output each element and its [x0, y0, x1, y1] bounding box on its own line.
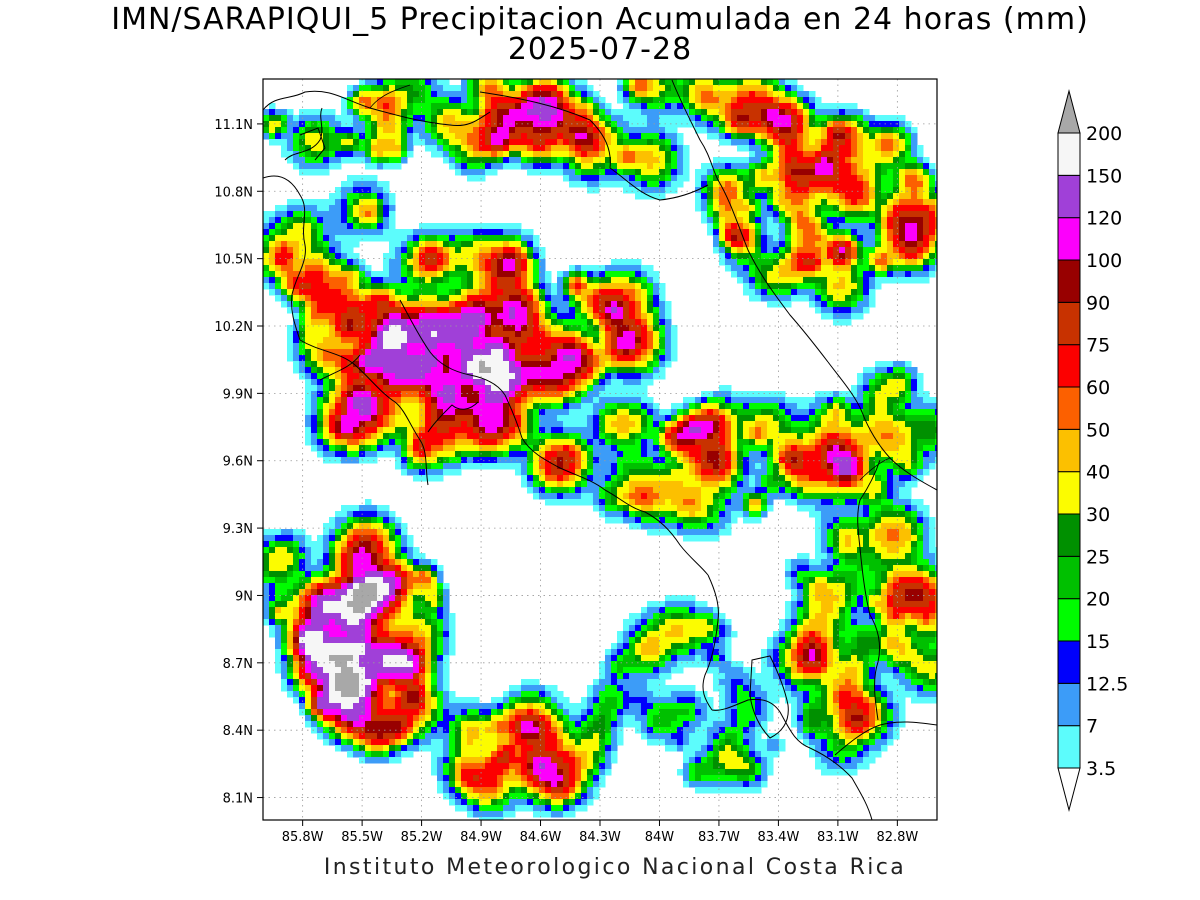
x-tick-label: 83.4W [758, 830, 800, 845]
x-tick-label: 85.2W [401, 830, 443, 845]
colorbar-box [1057, 725, 1081, 769]
colorbar-label: 20 [1086, 589, 1110, 611]
colorbar-label: 60 [1086, 377, 1110, 399]
colorbar-box [1057, 555, 1081, 600]
x-tick-label: 83.1W [817, 830, 859, 845]
colorbar-label: 150 [1086, 165, 1122, 187]
colorbar-label: 15 [1086, 631, 1110, 653]
colorbar-box [1057, 598, 1081, 642]
colorbar-upper-arrow [1057, 89, 1081, 134]
colorbar-box [1057, 428, 1081, 473]
y-tick-label: 9N [235, 589, 253, 604]
colorbar-label: 25 [1086, 546, 1110, 568]
colorbar-box [1057, 301, 1081, 346]
y-tick-label: 9.9N [223, 387, 253, 402]
colorbar-box [1057, 386, 1081, 430]
colorbar-label: 75 [1086, 335, 1110, 357]
x-tick-label: 84W [645, 830, 675, 845]
y-tick-label: 8.1N [223, 792, 253, 807]
colorbar-label: 40 [1086, 462, 1110, 484]
colorbar-lower-arrow [1057, 767, 1081, 812]
footer-credit: Instituto Meteorologico Nacional Costa R… [323, 855, 907, 880]
colorbar-box [1057, 132, 1081, 176]
country-borders [369, 84, 891, 481]
longitude-axis: 85.8W 85.5W 85.2W 84.9W 84.6W 84.3W 84W 83.7W 83… [282, 820, 918, 845]
colorbar-label: 7 [1086, 716, 1098, 738]
map-date: 2025-07-28 [507, 32, 693, 67]
colorbar-box [1057, 174, 1081, 219]
x-tick-label: 85.8W [282, 830, 324, 845]
y-tick-label: 8.4N [223, 724, 253, 739]
colorbar-box [1057, 513, 1081, 557]
x-tick-label: 84.3W [579, 830, 621, 845]
colorbar-box [1057, 217, 1081, 261]
gridlines [263, 79, 937, 820]
x-tick-label: 85.5W [341, 830, 383, 845]
y-tick-label: 10.8N [214, 185, 253, 200]
colorbar-label: 200 [1086, 123, 1122, 145]
y-tick-label: 11.1N [214, 118, 253, 133]
colorbar-box [1057, 471, 1081, 515]
colorbar-box [1057, 259, 1081, 303]
y-tick-label: 9.6N [223, 455, 253, 470]
colorbar-label: 12.5 [1086, 673, 1128, 695]
colorbar-label: 120 [1086, 208, 1122, 230]
coastlines [263, 79, 937, 820]
x-tick-label: 82.8W [876, 830, 918, 845]
y-tick-label: 10.2N [214, 320, 253, 335]
precipitation-field [263, 79, 937, 820]
y-tick-label: 10.5N [214, 253, 253, 268]
colorbar-label: 90 [1086, 292, 1110, 314]
latitude-axis: 11.1N 10.8N 10.5N 10.2N 9.9N 9.6N 9.3N 9N 8.7N 8.… [214, 118, 263, 807]
y-tick-label: 9.3N [223, 522, 253, 537]
colorbar-label: 3.5 [1086, 758, 1116, 780]
x-tick-label: 84.9W [460, 830, 502, 845]
colorbar-box [1057, 682, 1081, 727]
colorbar-box [1057, 344, 1081, 388]
x-tick-label: 84.6W [520, 830, 562, 845]
colorbar-label: 50 [1086, 419, 1110, 441]
y-tick-label: 8.7N [223, 657, 253, 672]
map-title: IMN/SARAPIQUI_5 Precipitacion Acumulada … [111, 2, 1089, 37]
x-tick-label: 83.7W [698, 830, 740, 845]
colorbar-label: 30 [1086, 504, 1110, 526]
colorbar-box [1057, 640, 1081, 684]
colorbar-label: 100 [1086, 250, 1122, 272]
